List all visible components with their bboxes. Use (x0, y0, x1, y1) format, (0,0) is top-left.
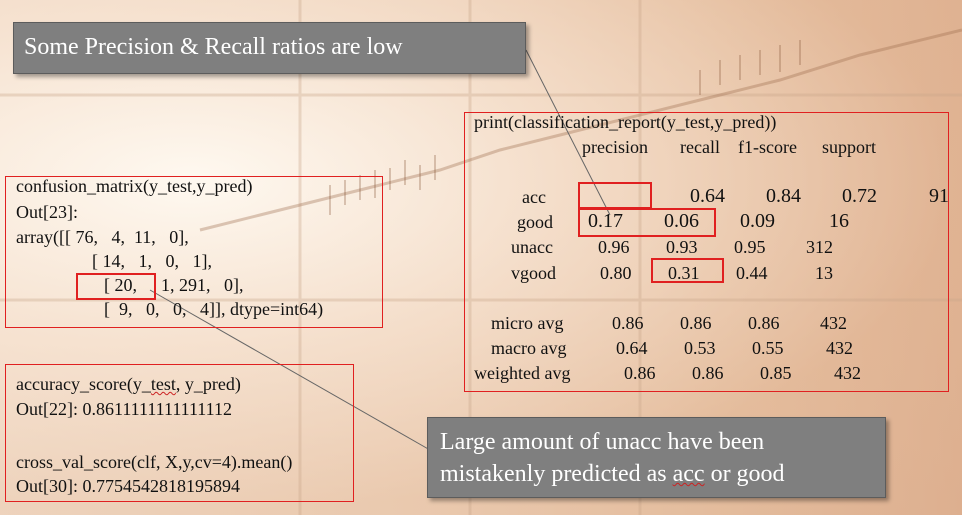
report-cell: 0.31 (668, 263, 700, 283)
report-cell: 312 (806, 237, 833, 257)
report-cell: 432 (826, 338, 853, 358)
callout-bottom-line1: Large amount of unacc have been (440, 429, 765, 455)
accuracy-panel (5, 364, 354, 502)
confusion-matrix-panel (5, 176, 383, 328)
report-header-f1: f1-score (738, 137, 797, 157)
report-cell: 0.84 (766, 185, 801, 207)
report-cell: 0.86 (680, 313, 712, 333)
callout-bottom-line2: mistakenly predicted as acc or good (440, 461, 785, 487)
cm-highlight-box (76, 273, 156, 300)
cm-out-label: Out[23]: (16, 202, 78, 222)
report-cell: 432 (820, 313, 847, 333)
report-row-label: acc (522, 187, 546, 207)
cv-out: Out[30]: 0.7754542818195894 (16, 476, 240, 496)
report-cell: 0.86 (624, 363, 656, 383)
report-avg-label: weighted avg (474, 363, 571, 383)
report-call: print(classification_report(y_test,y_pre… (474, 112, 777, 132)
report-row-label: unacc (511, 237, 553, 257)
callout-top-text: Some Precision & Recall ratios are low (24, 34, 403, 60)
report-cell: 0.93 (666, 237, 698, 257)
report-cell: 0.64 (616, 338, 648, 358)
report-cell: 0.86 (612, 313, 644, 333)
callout-unacc-mispredicted: Large amount of unacc have been mistaken… (427, 417, 886, 498)
callout-low-precision-recall: Some Precision & Recall ratios are low (13, 22, 526, 74)
report-cell: 0.06 (664, 210, 699, 232)
report-cell: 0.85 (760, 363, 792, 383)
report-cell: 0.55 (752, 338, 784, 358)
report-cell: 16 (829, 210, 849, 232)
report-header-recall: recall (680, 137, 720, 157)
report-cell: 0.09 (740, 210, 775, 232)
report-header-precision: precision (582, 137, 648, 157)
report-cell: 13 (815, 263, 833, 283)
report-cell: 0.53 (684, 338, 716, 358)
report-cell: 0.86 (748, 313, 780, 333)
cm-call: confusion_matrix(y_test,y_pred) (16, 176, 253, 196)
report-cell: 0.17 (588, 210, 623, 232)
report-row-label: good (517, 212, 553, 232)
report-cell: 91 (929, 185, 949, 207)
report-cell: 0.95 (734, 237, 766, 257)
cm-row-1: array([[ 76, 4, 11, 0], (16, 227, 189, 247)
report-highlight-good-precision-recall (578, 208, 716, 237)
report-highlight-acc-precision (578, 182, 652, 209)
report-cell: 0.96 (598, 237, 630, 257)
report-cell: 0.72 (842, 185, 877, 207)
report-highlight-vgood-recall (651, 258, 724, 283)
cv-call: cross_val_score(clf, X,y,cv=4).mean() (16, 452, 293, 472)
cm-row-2: [ 14, 1, 0, 1], (92, 251, 212, 271)
classification-report-panel (464, 112, 949, 392)
cm-row-3-rest: 1, 291, 0], (152, 275, 244, 295)
report-row-label: vgood (511, 263, 556, 283)
report-avg-label: macro avg (491, 338, 567, 358)
report-cell: 0.44 (736, 263, 768, 283)
report-cell: 432 (834, 363, 861, 383)
report-cell: 0.80 (600, 263, 632, 283)
cm-row-4: [ 9, 0, 0, 4]], dtype=int64) (104, 299, 324, 319)
report-cell: 0.86 (692, 363, 724, 383)
report-cell: 0.64 (690, 185, 725, 207)
report-avg-label: micro avg (491, 313, 564, 333)
accuracy-out: Out[22]: 0.8611111111111112 (16, 399, 232, 419)
accuracy-call: accuracy_score(y_test, y_pred) (16, 374, 241, 394)
cm-row-3-cell: [ 20, (104, 275, 137, 295)
report-header-support: support (822, 137, 876, 157)
